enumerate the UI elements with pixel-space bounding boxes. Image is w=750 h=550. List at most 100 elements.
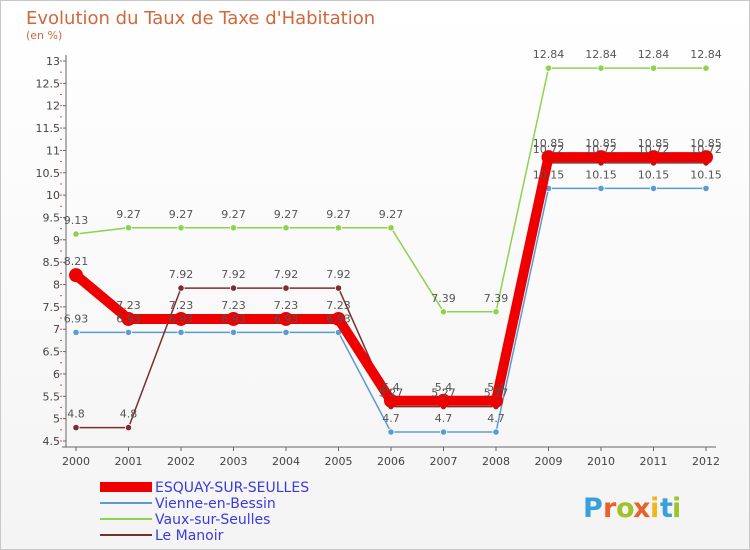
data-point [699,150,713,165]
data-point [544,64,553,72]
x-tick-label: 2000 [62,455,90,468]
data-point [226,311,241,326]
data-label: 7.23 [274,299,299,312]
data-point [121,311,136,326]
data-label: 9.27 [274,208,299,221]
data-label: 5.4 [487,381,505,394]
data-label: 9.27 [169,208,194,221]
data-label: 7.92 [221,268,246,281]
y-tick-label: 10 [46,189,60,202]
data-label: 9.27 [116,208,141,221]
y-tick-label: 8.5 [43,256,61,269]
data-label: 6.93 [221,312,246,325]
y-tick-label: 7.5 [43,301,61,314]
data-point [646,150,661,165]
data-point [541,150,556,165]
x-tick-label: 2009 [535,455,563,468]
logo-letter: t [660,493,673,524]
data-label: 5.27 [379,387,404,400]
data-label: 10.72 [690,143,722,156]
data-label: 10.85 [585,137,617,150]
x-tick-label: 2005 [325,455,353,468]
logo-letter: o [616,493,635,524]
data-label: 7.39 [431,292,456,305]
y-tick-label: 6.5 [43,346,61,359]
series-lines [69,64,713,436]
data-label: 7.23 [326,299,351,312]
data-label: 10.15 [690,168,722,181]
legend-label: Le Manoir [155,528,224,544]
data-point [597,64,605,72]
data-point [177,224,185,232]
data-label: 5.27 [484,387,509,400]
data-label: 12.84 [585,48,617,61]
data-label: 9.27 [326,208,351,221]
data-label: 7.92 [326,268,351,281]
data-label: 10.85 [638,137,670,150]
y-tick-label: 10.5 [36,167,61,180]
legend: ESQUAY-SUR-SEULLESVienne-en-BessinVaux-s… [100,480,309,544]
data-label: 5.27 [431,387,456,400]
y-tick-label: 8 [53,279,60,292]
x-tick-label: 2003 [220,455,248,468]
data-label: 4.8 [120,408,138,421]
y-tick-label: 12 [46,100,60,113]
data-label: 10.72 [533,143,565,156]
data-label: 12.84 [690,48,722,61]
y-tick-label: 9.5 [43,211,61,224]
logo-letter: r [603,493,617,524]
data-point [72,230,80,238]
data-point [702,64,710,72]
data-point [334,224,343,232]
data-point [387,224,395,232]
y-tick-label: 11 [46,144,60,157]
data-point [331,311,346,326]
data-label: 6.93 [326,312,351,325]
legend-label: Vaux-sur-Seulles [155,512,270,528]
y-tick-label: 9 [53,234,60,247]
data-label: 10.15 [585,168,617,181]
logo-letter: P [583,493,603,524]
data-point [597,184,605,193]
data-label: 10.15 [638,168,670,181]
data-label: 7.23 [116,299,141,312]
y-tick-label: 6 [53,368,60,381]
data-point [229,224,238,232]
y-tick-label: 4.5 [43,435,61,448]
data-label: 10.72 [585,143,617,156]
data-label: 9.27 [221,208,246,221]
data-point [124,423,133,432]
data-point [124,328,133,336]
data-label: 5.4 [435,381,453,394]
data-label: 5.4 [382,381,400,394]
data-label: 7.23 [169,299,194,312]
y-tick-label: 13 [46,55,60,68]
data-point [69,268,83,283]
data-point [177,328,185,336]
data-point [387,428,395,436]
data-point [439,308,448,316]
logo-letter: x [633,493,650,524]
data-point [492,308,500,316]
data-label: 10.15 [533,168,565,181]
data-label: 4.8 [67,408,85,421]
data-point [649,64,658,72]
data-point [229,328,238,336]
data-label: 10.85 [533,137,565,150]
x-tick-label: 2006 [377,455,405,468]
chart-subtitle: (en %) [26,29,62,42]
data-point [282,284,290,292]
x-tick-label: 2008 [482,455,510,468]
x-tick-label: 2002 [167,455,195,468]
y-tick-label: 5 [53,413,60,426]
data-point [439,428,448,436]
data-label: 6.93 [116,312,141,325]
logo-letter: i [650,493,659,524]
data-point [384,393,398,408]
x-tick-label: 2004 [272,455,300,468]
data-label: 7.39 [484,292,509,305]
data-point [436,393,451,408]
x-tick-label: 2012 [692,455,720,468]
